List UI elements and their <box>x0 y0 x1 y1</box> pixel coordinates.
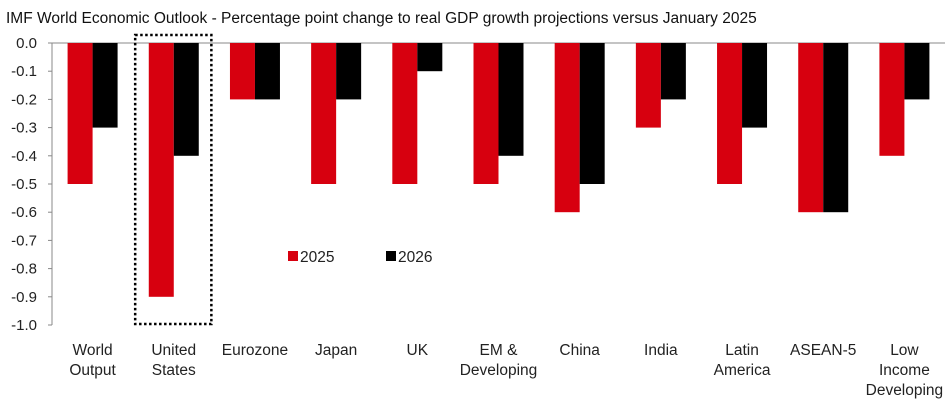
legend-swatch-2025 <box>288 251 298 261</box>
bar-2026-9 <box>823 43 849 213</box>
legend-swatch-2026 <box>386 251 396 261</box>
bar-2025-5 <box>473 43 499 184</box>
y-tick-label: -1.0 <box>11 317 37 334</box>
y-tick-label: -0.8 <box>11 261 37 278</box>
x-tick-label: America <box>714 362 771 379</box>
x-tick-label: Low <box>890 342 919 359</box>
bar-2026-10 <box>904 43 930 100</box>
y-tick-label: -0.7 <box>11 232 37 249</box>
bar-2025-3 <box>311 43 337 184</box>
bar-2025-7 <box>635 43 661 128</box>
bar-2026-4 <box>417 43 443 72</box>
chart-title: IMF World Economic Outlook - Percentage … <box>6 10 757 27</box>
bar-2025-4 <box>392 43 418 184</box>
x-tick-label: Latin <box>725 342 759 359</box>
bar-2025-8 <box>717 43 743 184</box>
x-tick-label: China <box>559 342 600 359</box>
y-tick-label: -0.5 <box>11 176 37 193</box>
bar-2025-6 <box>554 43 580 213</box>
y-tick-label: 0.0 <box>16 35 37 52</box>
highlight-layer <box>133 33 213 326</box>
highlight-box <box>133 33 213 326</box>
bar-2025-0 <box>67 43 93 184</box>
bar-2026-5 <box>498 43 524 156</box>
bar-2025-1 <box>148 43 174 297</box>
x-tick-label: ASEAN-5 <box>790 342 856 359</box>
x-tick-label: Output <box>69 362 116 379</box>
y-tick-label: -0.2 <box>11 91 37 108</box>
x-tick-label: Income <box>879 362 930 379</box>
x-tick-label: India <box>644 342 678 359</box>
bar-2026-1 <box>173 43 199 156</box>
bar-2025-2 <box>229 43 255 100</box>
axis-layer: 0.0 -0.1 -0.2 -0.3 -0.4 -0.5 -0.6 -0.7 -0.8 -0.9 -… <box>11 35 945 334</box>
bar-2026-8 <box>742 43 768 128</box>
legend-label-2026: 2026 <box>398 249 432 266</box>
bar-2026-7 <box>660 43 686 100</box>
bar-2025-10 <box>879 43 905 156</box>
legend-label-2025: 2025 <box>300 249 334 266</box>
y-tick-label: -0.1 <box>11 63 37 80</box>
labels-layer: World Output United States Eurozone Japan UK EM… <box>69 342 943 399</box>
y-tick-label: -0.3 <box>11 120 37 137</box>
bars-layer <box>67 43 930 297</box>
bar-2026-2 <box>254 43 280 100</box>
y-tick-label: -0.9 <box>11 289 37 306</box>
x-tick-label: World <box>72 342 112 359</box>
x-tick-label: UK <box>407 342 429 359</box>
bar-2026-0 <box>92 43 118 128</box>
x-tick-label: Japan <box>315 342 357 359</box>
y-tick-label: -0.4 <box>11 148 37 165</box>
x-tick-label: Developing <box>460 362 538 379</box>
x-tick-label: States <box>152 362 196 379</box>
legend: 2025 2026 <box>288 249 432 266</box>
x-tick-label: Eurozone <box>222 342 288 359</box>
bar-2026-3 <box>336 43 362 100</box>
y-tick-label: -0.6 <box>11 204 37 221</box>
x-tick-label: EM & <box>480 342 519 359</box>
bar-2025-9 <box>798 43 824 213</box>
bar-2026-6 <box>579 43 605 184</box>
x-tick-label: United <box>151 342 196 359</box>
x-tick-label: Developing <box>866 382 944 399</box>
